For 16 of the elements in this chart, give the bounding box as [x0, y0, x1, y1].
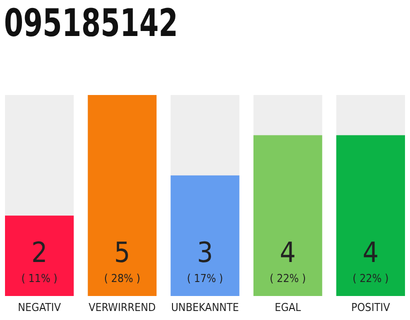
- data-label: 3: [196, 236, 214, 269]
- data-label: 5: [114, 236, 130, 269]
- x-tick-label: UNBEKANNTE: [171, 301, 239, 314]
- annotation: ( 22% ): [270, 272, 306, 285]
- annotation: ( 22% ): [352, 272, 389, 285]
- chart-title: 095185142: [4, 1, 218, 45]
- annotation: ( 11% ): [21, 272, 58, 285]
- x-tick-label: POSITIV: [351, 301, 390, 314]
- x-tick-label: VERWIRREND: [88, 301, 156, 314]
- data-label: 4: [362, 236, 379, 269]
- data-label: 2: [31, 236, 48, 269]
- data-label: 4: [280, 236, 296, 269]
- annotation: ( 28% ): [104, 272, 140, 285]
- x-tick-label: EGAL: [274, 301, 302, 314]
- annotation: ( 17% ): [186, 272, 224, 285]
- x-tick-label: NEGATIV: [18, 301, 62, 314]
